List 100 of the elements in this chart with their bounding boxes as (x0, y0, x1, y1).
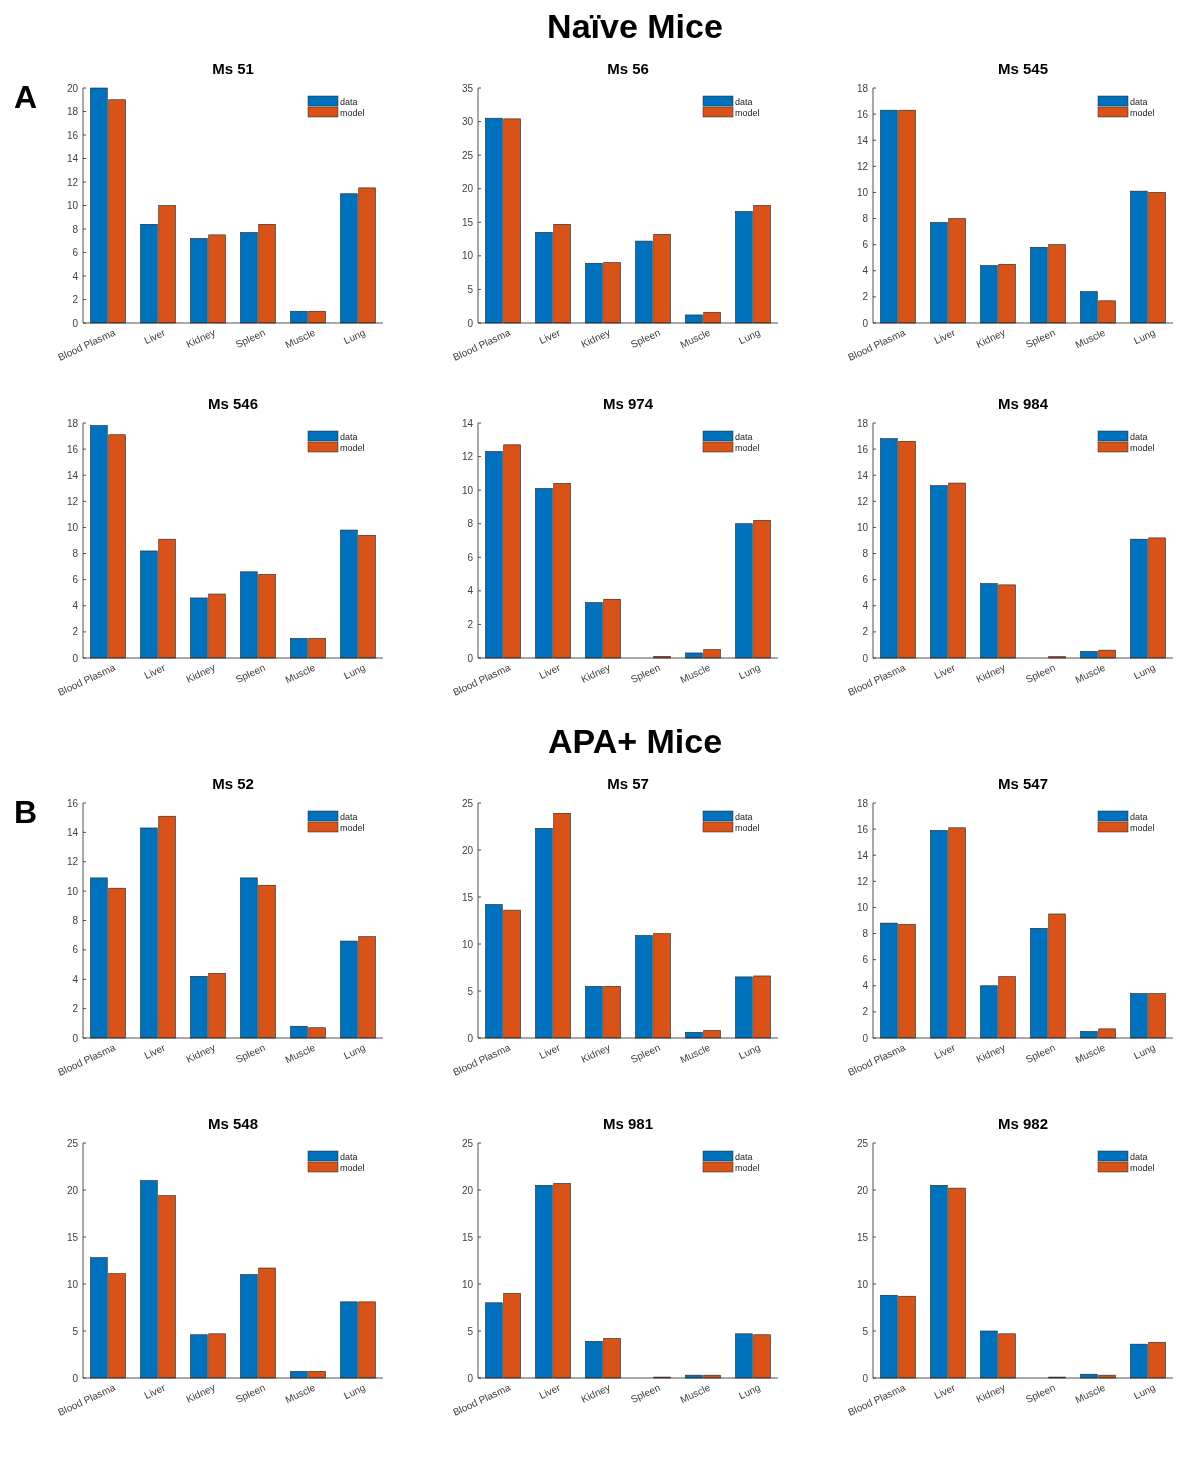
y-tick-label: 14 (856, 134, 869, 146)
legend-label: model (735, 107, 760, 118)
legend-label: data (340, 96, 358, 107)
x-tick-label: Muscle (678, 326, 713, 351)
y-tick-label: 5 (467, 985, 474, 997)
y-tick-label: 2 (862, 1006, 869, 1018)
y-tick-label: 4 (467, 585, 474, 597)
legend-label: model (340, 442, 365, 453)
y-tick-label: 16 (66, 797, 79, 809)
y-tick-label: 14 (66, 826, 79, 838)
y-tick-label: 14 (461, 417, 474, 429)
y-tick-label: 18 (66, 106, 79, 117)
chart-title: Ms 982 (997, 1115, 1049, 1132)
y-tick-label: 30 (461, 116, 474, 128)
y-tick-label: 5 (72, 1325, 79, 1337)
y-tick-label: 15 (461, 1231, 474, 1243)
y-tick-label: 15 (461, 216, 474, 228)
y-tick-label: 0 (862, 652, 869, 664)
x-tick-label: Liver (142, 1381, 168, 1401)
y-tick-label: 8 (72, 915, 79, 926)
x-tick-label: Lung (1132, 1041, 1157, 1062)
y-tick-label: 12 (856, 875, 869, 887)
chart-title: Ms 547 (997, 775, 1049, 792)
chart-title: Ms 546 (207, 395, 259, 412)
y-tick-label: 2 (72, 626, 79, 638)
y-tick-label: 10 (461, 1278, 474, 1290)
x-tick-label: Liver (932, 661, 958, 681)
x-tick-label: Lung (1132, 1381, 1157, 1402)
chart-title: Ms 984 (997, 395, 1049, 412)
y-tick-label: 4 (862, 980, 869, 992)
y-tick-label: 4 (862, 600, 869, 612)
y-tick-label: 25 (461, 1137, 474, 1149)
y-tick-label: 15 (461, 891, 474, 903)
text: Naïve Mice (547, 7, 723, 45)
y-tick-label: 5 (862, 1325, 869, 1337)
y-tick-label: 8 (72, 223, 79, 235)
y-tick-label: 10 (856, 521, 869, 533)
y-tick-label: 8 (862, 213, 869, 225)
x-tick-label: Lung (737, 326, 762, 347)
y-tick-label: 4 (72, 270, 79, 282)
legend-label: model (340, 1162, 365, 1173)
y-tick-label: 0 (467, 1032, 474, 1044)
x-tick-label: Muscle (283, 326, 318, 351)
x-tick-label: Muscle (283, 661, 318, 686)
x-tick-label: Liver (537, 1381, 563, 1401)
y-tick-label: 15 (856, 1231, 869, 1243)
y-tick-label: 2 (72, 1003, 79, 1015)
y-tick-label: 6 (862, 954, 869, 966)
y-tick-label: 0 (467, 317, 474, 329)
y-tick-label: 10 (856, 901, 869, 913)
x-tick-label: Muscle (1073, 1381, 1108, 1406)
x-tick-label: Lung (342, 1041, 367, 1062)
y-tick-label: 10 (66, 885, 79, 897)
y-tick-label: 6 (862, 574, 869, 586)
y-tick-label: 20 (66, 1184, 79, 1196)
y-tick-label: 20 (461, 183, 474, 195)
x-tick-label: Liver (142, 661, 168, 681)
y-tick-label: 0 (862, 317, 869, 329)
y-tick-label: 6 (72, 944, 79, 956)
y-tick-label: 5 (467, 283, 474, 295)
chart-title: Ms 57 (607, 775, 649, 792)
y-tick-label: 10 (461, 250, 474, 262)
chart-title: Ms 52 (212, 775, 254, 792)
chart-title: Ms 974 (602, 395, 654, 412)
y-tick-label: 2 (862, 626, 869, 638)
x-tick-label: Muscle (678, 661, 713, 686)
y-tick-label: 10 (66, 1278, 79, 1290)
y-tick-label: 14 (66, 469, 79, 481)
x-tick-label: Liver (537, 1041, 563, 1061)
x-tick-label: Muscle (283, 1381, 318, 1406)
y-tick-label: 6 (72, 247, 79, 258)
x-tick-label: Liver (932, 1041, 958, 1061)
x-tick-label: Muscle (1073, 326, 1108, 351)
legend-label: model (1130, 1162, 1155, 1173)
y-tick-label: 20 (461, 844, 474, 856)
y-tick-label: 2 (467, 618, 474, 630)
text: APA+ Mice (547, 722, 723, 760)
chart-title: Ms 545 (997, 60, 1049, 77)
legend-label: data (340, 811, 358, 822)
chart-title: Ms 981 (602, 1115, 654, 1132)
y-tick-label: 2 (862, 291, 869, 303)
y-tick-label: 20 (856, 1184, 869, 1196)
legend-label: data (340, 431, 358, 442)
y-tick-label: 0 (72, 1032, 79, 1044)
legend-label: data (1130, 811, 1148, 822)
y-tick-label: 15 (66, 1231, 79, 1243)
legend-label: model (340, 822, 365, 833)
y-tick-label: 10 (461, 938, 474, 950)
y-tick-label: 8 (72, 548, 79, 560)
x-tick-label: Lung (1132, 661, 1157, 682)
y-tick-label: 12 (856, 160, 869, 172)
y-tick-label: 25 (461, 149, 474, 161)
y-tick-label: 5 (467, 1325, 474, 1337)
y-tick-label: 16 (856, 823, 869, 835)
y-tick-label: 0 (72, 317, 79, 329)
legend-label: model (735, 442, 760, 453)
y-tick-label: 0 (862, 1032, 869, 1044)
legend-label: data (1130, 431, 1148, 442)
y-tick-label: 25 (66, 1137, 79, 1149)
x-tick-label: Liver (932, 326, 958, 346)
